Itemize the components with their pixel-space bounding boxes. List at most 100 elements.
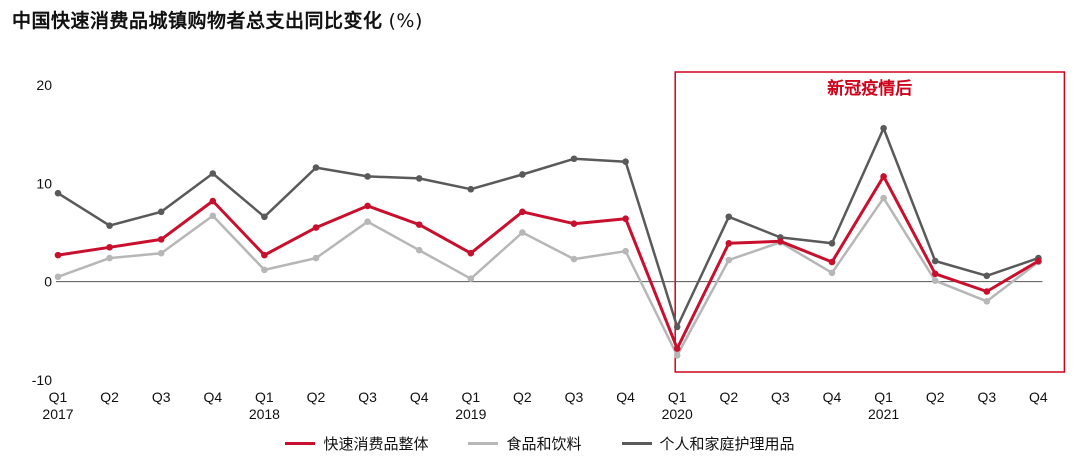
x-tick-label: Q3 xyxy=(565,389,584,405)
x-tick-label: Q3 xyxy=(771,389,790,405)
data-point-overall xyxy=(106,243,113,251)
data-point-personal xyxy=(106,222,113,229)
data-point-food xyxy=(570,255,578,263)
data-point-food xyxy=(931,277,939,284)
x-year-label: 2021 xyxy=(868,406,899,422)
data-point-food xyxy=(106,254,113,262)
data-point-overall xyxy=(570,220,578,227)
data-point-overall xyxy=(364,202,371,210)
x-tick-label: Q3 xyxy=(152,389,171,405)
data-point-overall xyxy=(519,208,526,216)
data-point-overall xyxy=(415,221,423,228)
data-point-personal xyxy=(828,240,836,247)
legend-swatch-personal xyxy=(621,441,652,445)
data-point-overall xyxy=(467,249,475,257)
legend-item-food: 食品和饮料 xyxy=(468,433,582,454)
y-tick-label: 0 xyxy=(44,274,52,290)
data-point-personal xyxy=(622,158,629,165)
highlight-box xyxy=(674,71,1066,373)
x-tick-label: Q1 xyxy=(461,389,480,405)
y-tick-label: -10 xyxy=(32,372,52,388)
data-point-food xyxy=(415,246,423,254)
series-line-overall xyxy=(57,174,1040,350)
data-point-overall xyxy=(828,258,836,266)
data-point-personal xyxy=(312,164,320,171)
data-point-personal xyxy=(261,213,268,221)
legend-swatch-overall xyxy=(285,441,316,445)
title-unit: (%) xyxy=(388,10,423,32)
series-line-personal xyxy=(57,127,1039,329)
data-point-food xyxy=(880,194,887,202)
data-point-personal xyxy=(880,124,887,132)
data-point-food xyxy=(828,269,836,277)
x-tick-label: Q2 xyxy=(926,389,945,405)
data-point-food xyxy=(519,229,526,236)
legend-item-personal: 个人和家庭护理用品 xyxy=(621,433,795,454)
data-point-food xyxy=(364,218,371,225)
legend-label-overall: 快速消费品整体 xyxy=(323,434,429,453)
data-point-overall xyxy=(1035,257,1042,265)
data-point-personal xyxy=(209,170,217,177)
x-tick-label: Q2 xyxy=(513,389,532,405)
x-tick-label: Q2 xyxy=(307,389,326,405)
data-point-personal xyxy=(157,208,165,216)
data-point-food xyxy=(673,352,681,359)
x-tick-label: Q3 xyxy=(977,389,996,405)
data-point-personal xyxy=(931,257,939,265)
data-point-personal xyxy=(467,185,475,193)
data-point-personal xyxy=(415,175,423,182)
legend: 快速消费品整体 食品和饮料 个人和家庭护理用品 xyxy=(0,430,1080,456)
highlight-label: 新冠疫情后 xyxy=(827,78,912,99)
data-point-overall xyxy=(777,238,784,245)
data-point-food xyxy=(209,212,217,220)
legend-label-food: 食品和饮料 xyxy=(506,434,582,453)
x-tick-label: Q4 xyxy=(823,389,842,405)
data-point-overall xyxy=(673,345,681,352)
data-point-personal xyxy=(570,155,578,163)
x-year-label: 2018 xyxy=(249,406,280,422)
x-tick-label: Q4 xyxy=(1029,389,1048,405)
x-tick-label: Q1 xyxy=(255,389,274,405)
data-point-personal xyxy=(54,189,62,197)
data-point-overall xyxy=(931,270,939,278)
x-tick-label: Q4 xyxy=(203,389,222,405)
y-tick-label: 10 xyxy=(36,175,52,191)
x-tick-label: Q4 xyxy=(410,389,429,405)
data-point-personal xyxy=(673,323,681,331)
data-point-overall xyxy=(880,173,887,180)
data-point-food xyxy=(725,256,733,264)
data-point-overall xyxy=(157,236,165,243)
x-year-label: 2017 xyxy=(42,406,73,422)
x-tick-label: Q1 xyxy=(49,389,68,405)
legend-label-personal: 个人和家庭护理用品 xyxy=(659,434,795,453)
x-tick-label: Q1 xyxy=(874,389,893,405)
x-tick-label: Q3 xyxy=(358,389,377,405)
data-point-overall xyxy=(312,224,320,231)
legend-swatch-food xyxy=(468,441,499,445)
data-point-overall xyxy=(209,197,217,205)
data-point-overall xyxy=(983,288,991,295)
data-point-food xyxy=(467,275,475,283)
annotation-layer: 新冠疫情后 xyxy=(674,71,1066,373)
x-tick-label: Q2 xyxy=(100,389,119,405)
data-point-food xyxy=(622,247,629,255)
data-point-personal xyxy=(364,173,371,180)
data-point-food xyxy=(983,298,991,305)
series-layer xyxy=(54,124,1042,359)
title-text: 中国快速消费品城镇购物者总支出同比变化 xyxy=(12,10,383,32)
data-point-overall xyxy=(622,215,629,223)
series-line-food xyxy=(57,196,1040,357)
data-point-overall xyxy=(261,251,268,259)
x-year-label: 2020 xyxy=(662,406,693,422)
data-point-food xyxy=(312,254,320,262)
data-point-food xyxy=(261,266,268,274)
y-tick-label: 20 xyxy=(36,77,52,93)
data-point-overall xyxy=(725,240,733,247)
data-point-personal xyxy=(725,213,733,221)
data-point-overall xyxy=(54,251,62,259)
data-point-personal xyxy=(983,272,991,280)
chart-title: 中国快速消费品城镇购物者总支出同比变化 (%) xyxy=(12,6,423,33)
x-tick-label: Q1 xyxy=(668,389,687,405)
data-point-personal xyxy=(519,171,526,178)
